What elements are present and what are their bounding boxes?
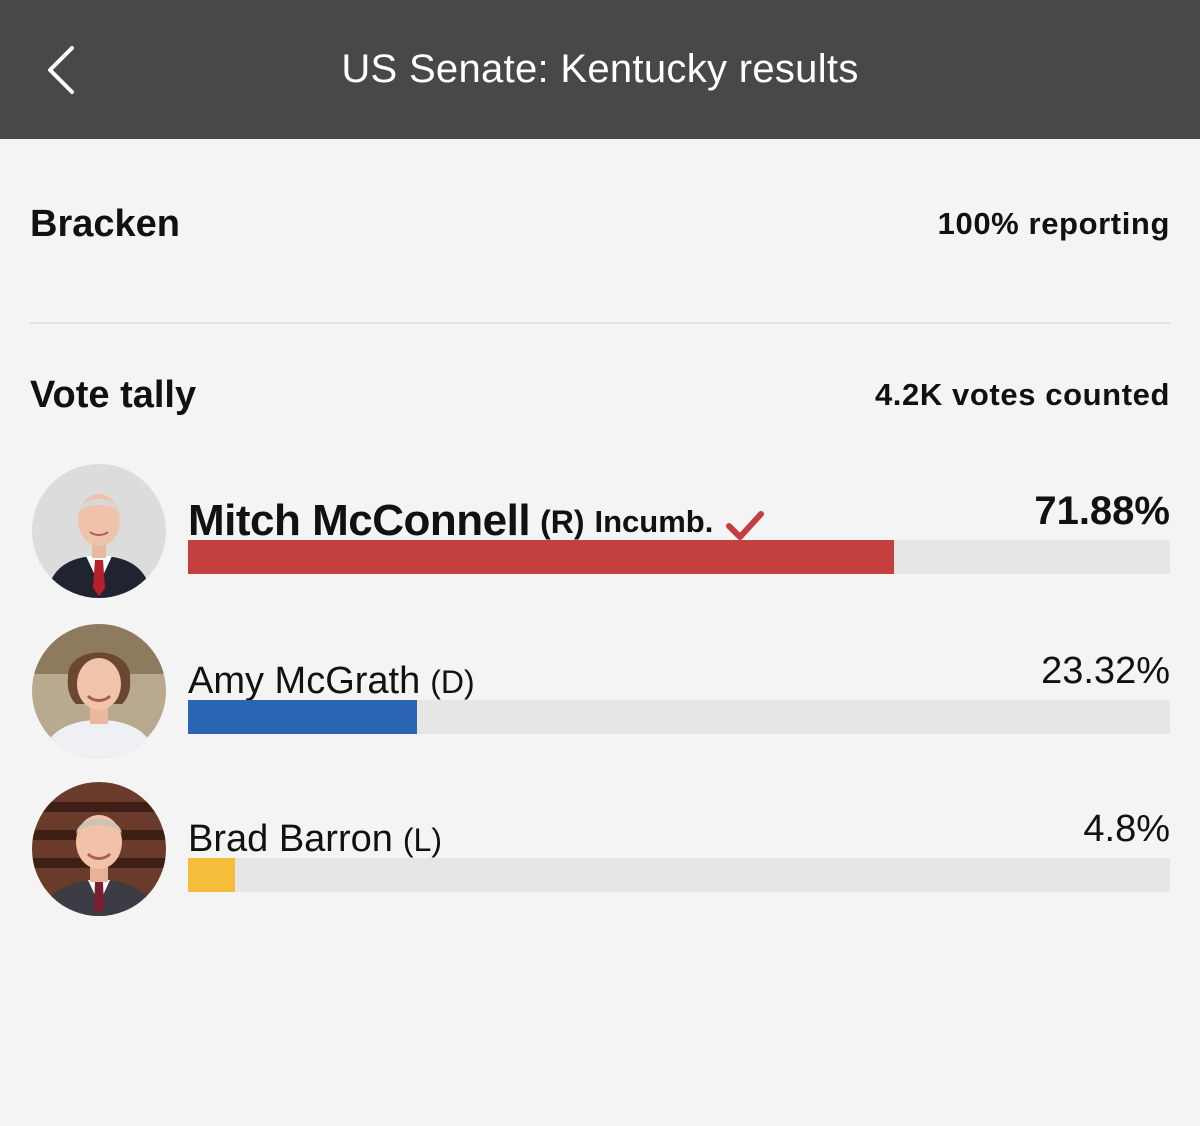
incumbent-label: Incumb. <box>594 504 714 539</box>
county-row: Bracken 100% reporting <box>30 196 1170 256</box>
vote-tally-title: Vote tally <box>30 374 197 416</box>
vote-bar-fill <box>188 540 894 574</box>
candidate-name: Amy McGrath <box>188 660 421 702</box>
candidate-percent: 4.8% <box>1083 808 1170 850</box>
candidate-party: (L) <box>402 822 442 858</box>
candidate-name: Brad Barron <box>188 818 393 860</box>
back-button[interactable] <box>36 40 92 100</box>
vote-bar-track <box>188 540 1170 574</box>
candidate-percent: 23.32% <box>1041 650 1170 692</box>
avatar <box>32 464 166 598</box>
candidate-name: Mitch McConnell <box>188 496 531 545</box>
candidate-party: (D) <box>430 664 475 700</box>
vote-tally-header: Vote tally 4.2K votes counted <box>30 366 1170 426</box>
candidate-name-line: Amy McGrath (D) <box>188 636 475 706</box>
vote-bar-fill <box>188 700 417 734</box>
page-title: US Senate: Kentucky results <box>341 47 859 91</box>
vote-bar-fill <box>188 858 236 892</box>
vote-bar-track <box>188 858 1170 892</box>
chevron-left-icon <box>48 46 74 94</box>
candidate-name-line: Brad Barron (L) <box>188 794 442 864</box>
divider <box>30 322 1170 324</box>
vote-bar-track <box>188 700 1170 734</box>
candidate-row-barron[interactable]: Brad Barron (L) 4.8% <box>30 782 1170 918</box>
candidate-party: (R) <box>540 504 585 540</box>
checkmark-icon <box>726 511 765 540</box>
candidate-percent: 71.88% <box>1034 489 1170 533</box>
avatar <box>32 624 166 758</box>
candidate-name-line: Mitch McConnell (R) Incumb. <box>188 476 765 546</box>
reporting-status: 100% reporting <box>937 206 1170 241</box>
app-header: US Senate: Kentucky results <box>0 0 1200 139</box>
candidate-row-mcgrath[interactable]: Amy McGrath (D) 23.32% <box>30 624 1170 760</box>
avatar <box>32 782 166 916</box>
candidate-row-mcconnell[interactable]: Mitch McConnell (R) Incumb. 71.88% <box>30 464 1170 600</box>
county-name: Bracken <box>30 203 180 245</box>
votes-counted: 4.2K votes counted <box>874 377 1170 412</box>
